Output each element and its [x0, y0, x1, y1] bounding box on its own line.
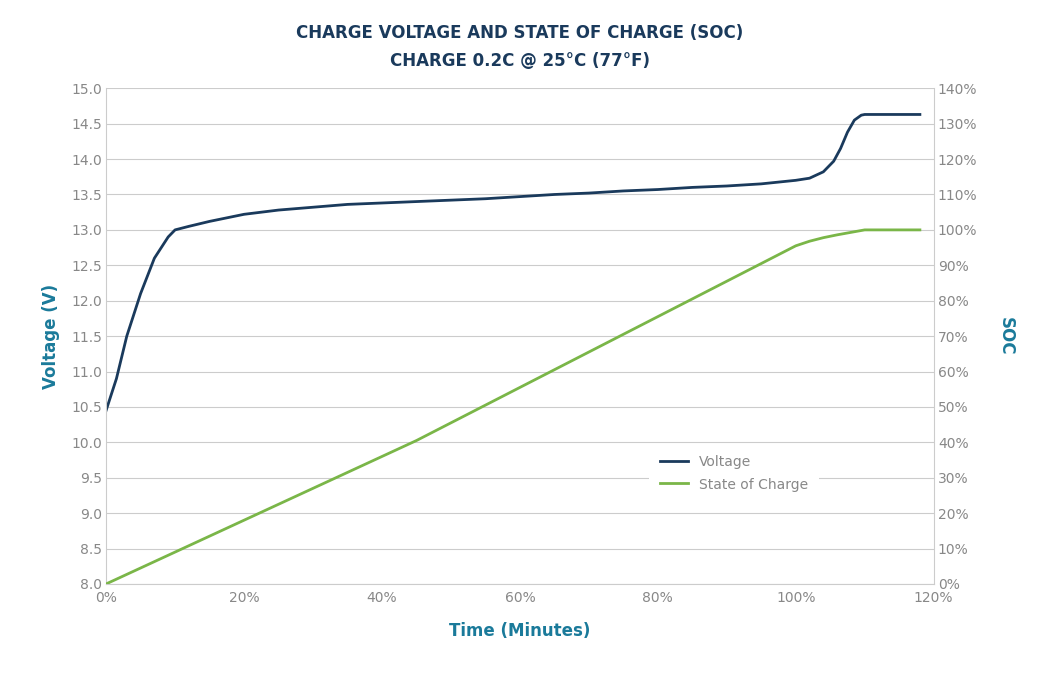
Line: State of Charge: State of Charge [106, 230, 920, 584]
State of Charge [803, 237, 816, 245]
Voltage [720, 182, 733, 190]
Voltage [514, 193, 526, 201]
State of Charge [886, 226, 899, 234]
State of Charge [685, 295, 698, 303]
X-axis label: Time (Minutes): Time (Minutes) [449, 621, 591, 640]
State of Charge [616, 330, 629, 338]
Voltage [872, 111, 885, 119]
Voltage [841, 128, 854, 136]
Voltage [817, 168, 830, 176]
State of Charge [182, 542, 195, 550]
Title: CHARGE VOLTAGE AND STATE OF CHARGE (SOC)
CHARGE 0.2C @ 25°C (77°F): CHARGE VOLTAGE AND STATE OF CHARGE (SOC)… [296, 24, 744, 70]
Voltage [376, 199, 388, 207]
State of Charge [831, 231, 843, 239]
State of Charge [272, 500, 284, 509]
Voltage [204, 217, 216, 225]
Voltage [134, 289, 146, 297]
Voltage [651, 185, 664, 194]
Voltage [886, 111, 899, 119]
Voltage [307, 203, 319, 211]
Voltage [834, 145, 847, 153]
State of Charge [100, 580, 112, 588]
State of Charge [582, 348, 595, 356]
Y-axis label: Voltage (V): Voltage (V) [42, 284, 60, 388]
State of Charge [127, 567, 140, 575]
State of Charge [341, 469, 353, 477]
Voltage [169, 226, 181, 234]
Voltage [582, 189, 595, 197]
Voltage [410, 198, 422, 206]
Voltage [900, 111, 912, 119]
State of Charge [445, 419, 457, 427]
State of Charge [155, 554, 168, 562]
Voltage [858, 111, 871, 119]
State of Charge [817, 234, 830, 242]
Voltage [480, 195, 492, 203]
State of Charge [238, 516, 250, 524]
Voltage [828, 157, 840, 165]
State of Charge [872, 226, 885, 234]
Voltage [855, 111, 868, 120]
Voltage [754, 180, 767, 188]
Voltage [445, 196, 457, 204]
State of Charge [900, 226, 912, 234]
State of Charge [307, 484, 319, 492]
Voltage [120, 332, 134, 340]
Voltage [914, 111, 926, 119]
State of Charge [514, 384, 526, 392]
Voltage [803, 174, 816, 182]
Voltage [547, 190, 560, 198]
State of Charge [547, 366, 560, 374]
State of Charge [720, 277, 733, 285]
Voltage [100, 407, 112, 415]
State of Charge [858, 226, 871, 234]
Voltage [161, 233, 174, 241]
Voltage [272, 206, 284, 214]
Voltage [110, 375, 123, 383]
Voltage [224, 213, 237, 221]
Legend: Voltage, State of Charge: Voltage, State of Charge [649, 444, 819, 502]
Voltage [341, 200, 353, 208]
Y-axis label: SOC: SOC [997, 317, 1015, 355]
Voltage [789, 177, 802, 185]
State of Charge [789, 242, 802, 250]
State of Charge [914, 226, 926, 234]
State of Charge [651, 312, 664, 320]
State of Charge [210, 529, 223, 537]
State of Charge [410, 437, 422, 445]
State of Charge [376, 452, 388, 460]
Voltage [685, 183, 698, 191]
Voltage [149, 254, 161, 262]
Line: Voltage: Voltage [106, 115, 920, 411]
State of Charge [754, 259, 767, 268]
Voltage [182, 222, 195, 230]
Voltage [238, 210, 250, 219]
Voltage [848, 116, 860, 124]
Voltage [616, 187, 629, 195]
State of Charge [480, 401, 492, 409]
State of Charge [845, 228, 857, 236]
